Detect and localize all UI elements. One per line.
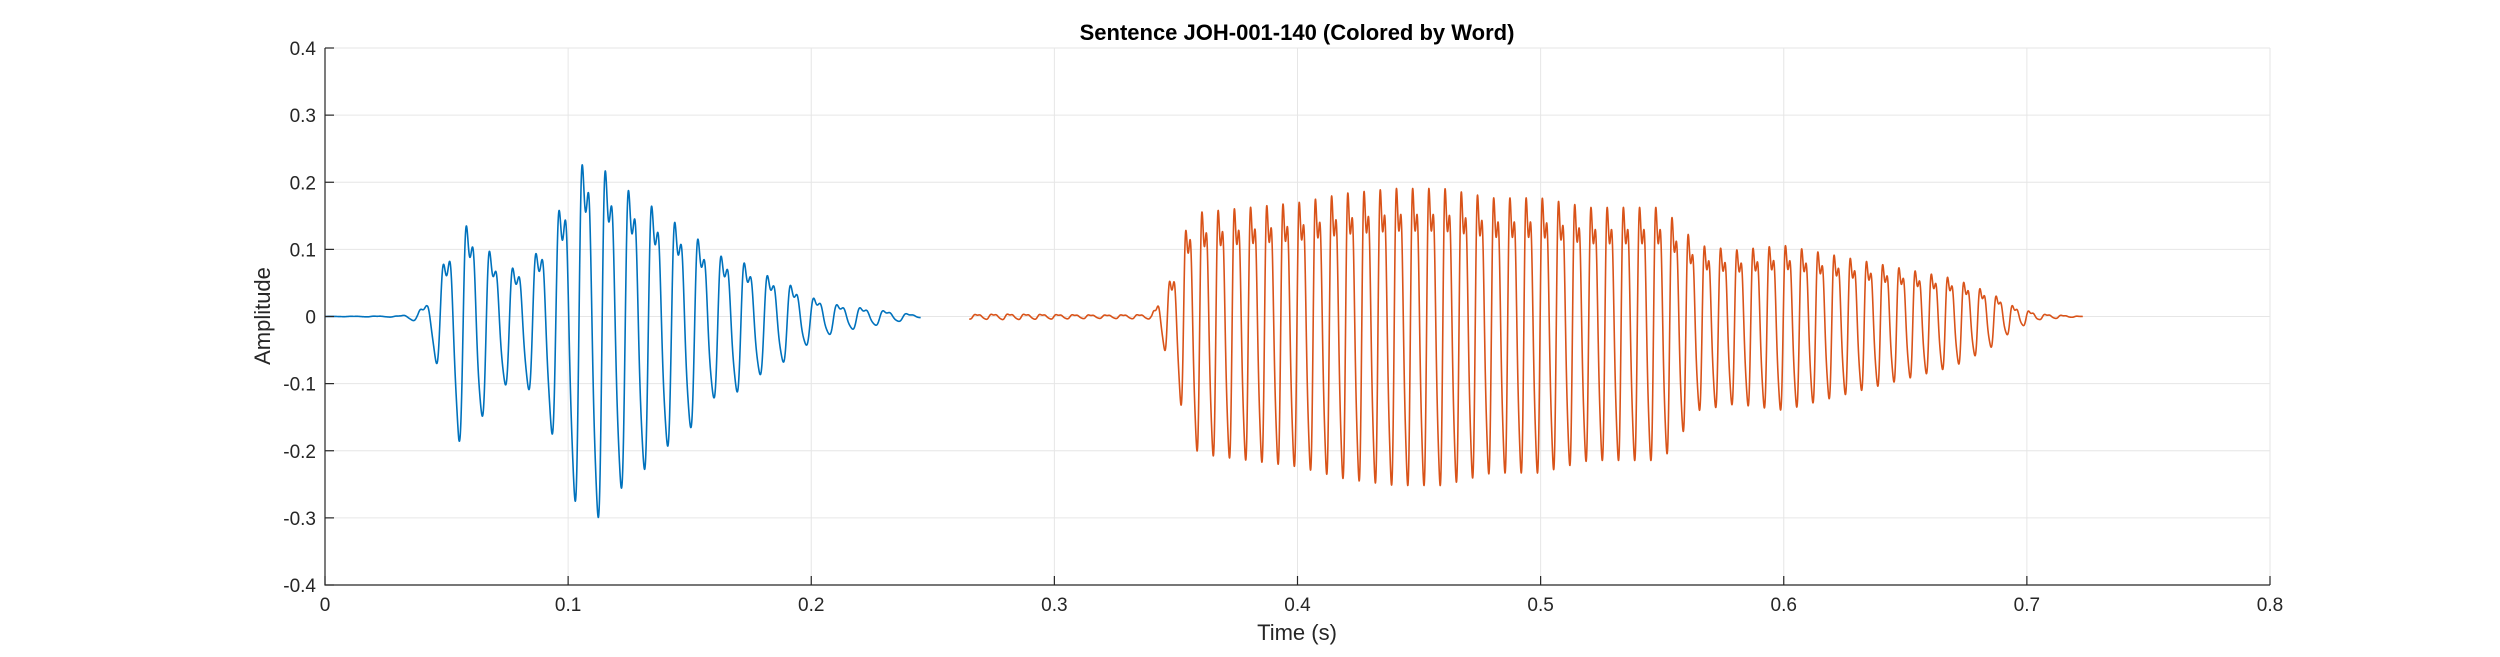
y-tick-label: -0.3 bbox=[283, 509, 316, 530]
x-axis-label: Time (s) bbox=[1257, 620, 1337, 645]
ticks: 0 0.1 0.2 0.3 0.4 0.5 0.6 0.7 0.80.40.30.20.10-0… bbox=[283, 39, 2283, 616]
y-tick-label: 0.2 bbox=[290, 173, 316, 194]
x-tick-label: 0.3 bbox=[1041, 595, 1067, 616]
y-tick-label: 0 bbox=[305, 308, 316, 329]
x-tick-label: 0.6 bbox=[1771, 595, 1797, 616]
x-tick-label: 0.2 bbox=[798, 595, 824, 616]
y-tick-label: 0.1 bbox=[290, 240, 316, 261]
y-tick-label: -0.4 bbox=[283, 576, 316, 597]
y-tick-label: 0.3 bbox=[290, 106, 316, 127]
y-tick-label: -0.2 bbox=[283, 442, 316, 463]
waveform-series-1 bbox=[324, 164, 922, 519]
chart-title: Sentence JOH-001-140 (Colored by Word) bbox=[1080, 20, 1515, 45]
y-tick-label: 0.4 bbox=[290, 39, 317, 60]
x-tick-label: 0.1 bbox=[555, 595, 581, 616]
y-tick-label: -0.1 bbox=[283, 375, 316, 396]
waveform-series-2 bbox=[968, 187, 2084, 487]
x-tick-label: 0.5 bbox=[1527, 595, 1553, 616]
x-tick-label: 0.4 bbox=[1284, 595, 1311, 616]
x-tick-label: 0.8 bbox=[2257, 595, 2283, 616]
x-tick-label: 0 bbox=[320, 595, 331, 616]
x-tick-label: 0.7 bbox=[2014, 595, 2040, 616]
y-axis-label: Amplitude bbox=[250, 267, 275, 365]
series-group bbox=[324, 164, 2084, 519]
